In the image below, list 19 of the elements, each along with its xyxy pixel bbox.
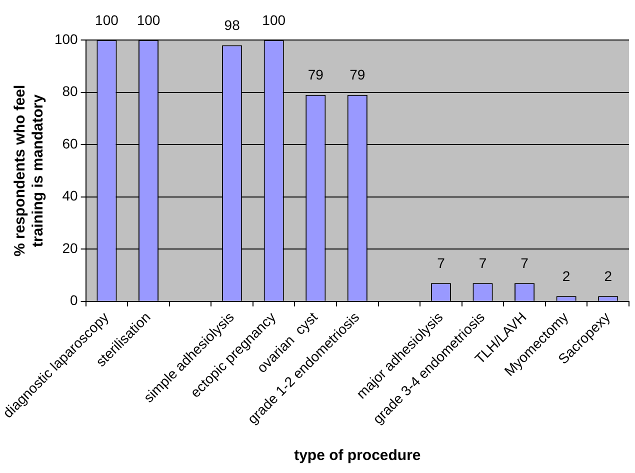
x-axis-title: type of procedure [294,447,421,464]
data-label: 100 [136,12,160,28]
y-tick-label: 60 [62,135,78,152]
data-label: 100 [95,12,119,28]
y-tick-label: 100 [54,30,78,47]
data-label: 100 [262,12,286,28]
data-label: 79 [350,66,366,83]
data-label: 7 [520,254,529,271]
data-label: 7 [437,254,446,271]
y-axis-title: % respondents who feel training is mandatory [12,84,47,257]
y-tick-label: 40 [62,188,78,204]
data-label: 79 [308,66,324,83]
data-label: 98 [224,17,240,34]
data-label: 2 [604,268,612,284]
y-tick-label: 80 [62,83,78,100]
data-label: 2 [562,268,570,284]
data-label: 7 [478,254,487,271]
y-tick-label: 20 [62,240,78,256]
y-tick-label: 0 [70,292,78,308]
